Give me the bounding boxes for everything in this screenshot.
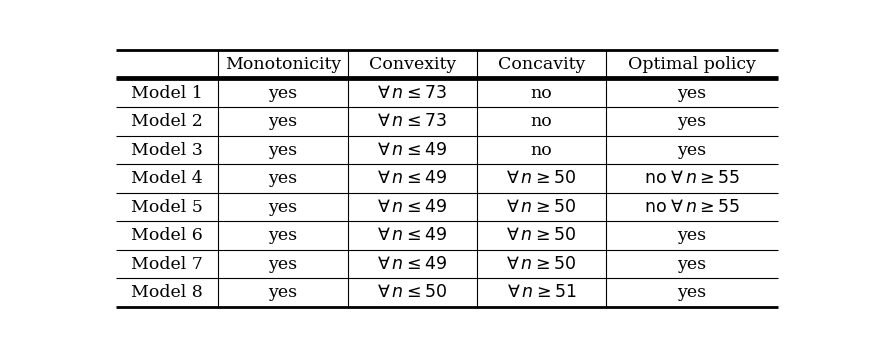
Text: yes: yes [678,113,706,130]
Text: Model 8: Model 8 [131,284,203,301]
Text: Monotonicity: Monotonicity [225,56,341,73]
Text: yes: yes [678,256,706,273]
Text: $\forall\, n \geq 50$: $\forall\, n \geq 50$ [507,199,576,216]
Text: yes: yes [269,170,297,187]
Text: yes: yes [269,141,297,159]
Text: Model 2: Model 2 [131,113,203,130]
Text: $\mathrm{no}\;\forall\, n \geq 55$: $\mathrm{no}\;\forall\, n \geq 55$ [644,199,740,216]
Text: $\forall\, n \geq 50$: $\forall\, n \geq 50$ [507,256,576,273]
Text: yes: yes [269,256,297,273]
Text: yes: yes [678,227,706,244]
Text: yes: yes [269,85,297,101]
Text: Convexity: Convexity [369,56,456,73]
Text: yes: yes [678,141,706,159]
Text: $\forall\, n \leq 49$: $\forall\, n \leq 49$ [378,170,447,187]
Text: $\forall\, n \leq 73$: $\forall\, n \leq 73$ [378,113,447,130]
Text: yes: yes [678,284,706,301]
Text: $\forall\, n \leq 49$: $\forall\, n \leq 49$ [378,256,447,273]
Text: yes: yes [678,85,706,101]
Text: Concavity: Concavity [498,56,585,73]
Text: Model 5: Model 5 [131,199,203,216]
Text: $\forall\, n \leq 49$: $\forall\, n \leq 49$ [378,141,447,159]
Text: $\forall\, n \geq 50$: $\forall\, n \geq 50$ [507,227,576,244]
Text: $\forall\, n \leq 50$: $\forall\, n \leq 50$ [378,284,447,301]
Text: no: no [530,113,552,130]
Text: yes: yes [269,284,297,301]
Text: Model 3: Model 3 [131,141,203,159]
Text: $\forall\, n \geq 50$: $\forall\, n \geq 50$ [507,170,576,187]
Text: yes: yes [269,199,297,216]
Text: Optimal policy: Optimal policy [628,56,756,73]
Text: $\forall\, n \geq 51$: $\forall\, n \geq 51$ [507,284,576,301]
Text: $\forall\, n \leq 49$: $\forall\, n \leq 49$ [378,227,447,244]
Text: $\mathrm{no}\;\forall\, n \geq 55$: $\mathrm{no}\;\forall\, n \geq 55$ [644,170,740,187]
Text: $\forall\, n \leq 73$: $\forall\, n \leq 73$ [378,85,447,101]
Text: Model 4: Model 4 [131,170,203,187]
Text: yes: yes [269,227,297,244]
Text: yes: yes [269,113,297,130]
Text: Model 7: Model 7 [131,256,203,273]
Text: Model 6: Model 6 [131,227,203,244]
Text: no: no [530,141,552,159]
Text: Model 1: Model 1 [131,85,203,101]
Text: $\forall\, n \leq 49$: $\forall\, n \leq 49$ [378,199,447,216]
Text: no: no [530,85,552,101]
